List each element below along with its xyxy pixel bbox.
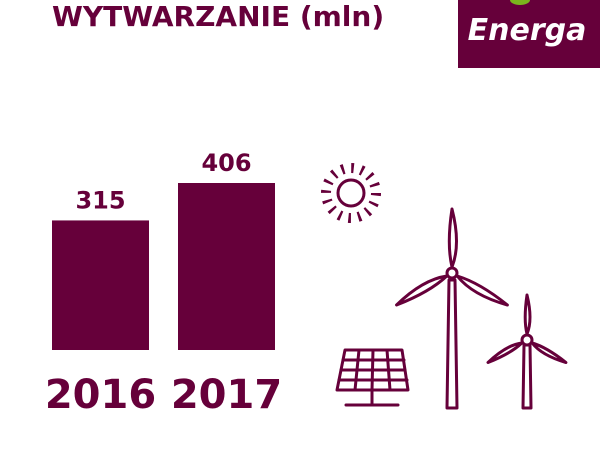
turbine-blade bbox=[395, 274, 449, 307]
chart-title: WYTWARZANIE (mln) bbox=[52, 0, 384, 33]
logo-text: Energa bbox=[468, 13, 587, 48]
turbine-blade bbox=[455, 274, 509, 307]
wind-turbines-icon bbox=[395, 207, 568, 410]
logo: Energa bbox=[458, 0, 600, 68]
x-tick-label: 2017 bbox=[171, 372, 282, 418]
turbine-blade bbox=[486, 341, 524, 364]
logo-box bbox=[458, 0, 600, 68]
bar bbox=[178, 183, 275, 350]
turbine-blade bbox=[523, 293, 532, 336]
turbine-hub bbox=[445, 266, 459, 280]
bar bbox=[52, 220, 149, 350]
value-label: 315 bbox=[75, 186, 125, 214]
x-tick-label: 2016 bbox=[45, 372, 156, 418]
turbine-hub bbox=[520, 333, 534, 347]
sun-icon bbox=[321, 163, 381, 223]
value-label: 406 bbox=[201, 149, 251, 177]
turbine-blade bbox=[530, 341, 568, 364]
solar-panel-icon bbox=[335, 348, 410, 407]
turbine-blade bbox=[447, 207, 458, 269]
logo-leaf bbox=[510, 0, 530, 5]
